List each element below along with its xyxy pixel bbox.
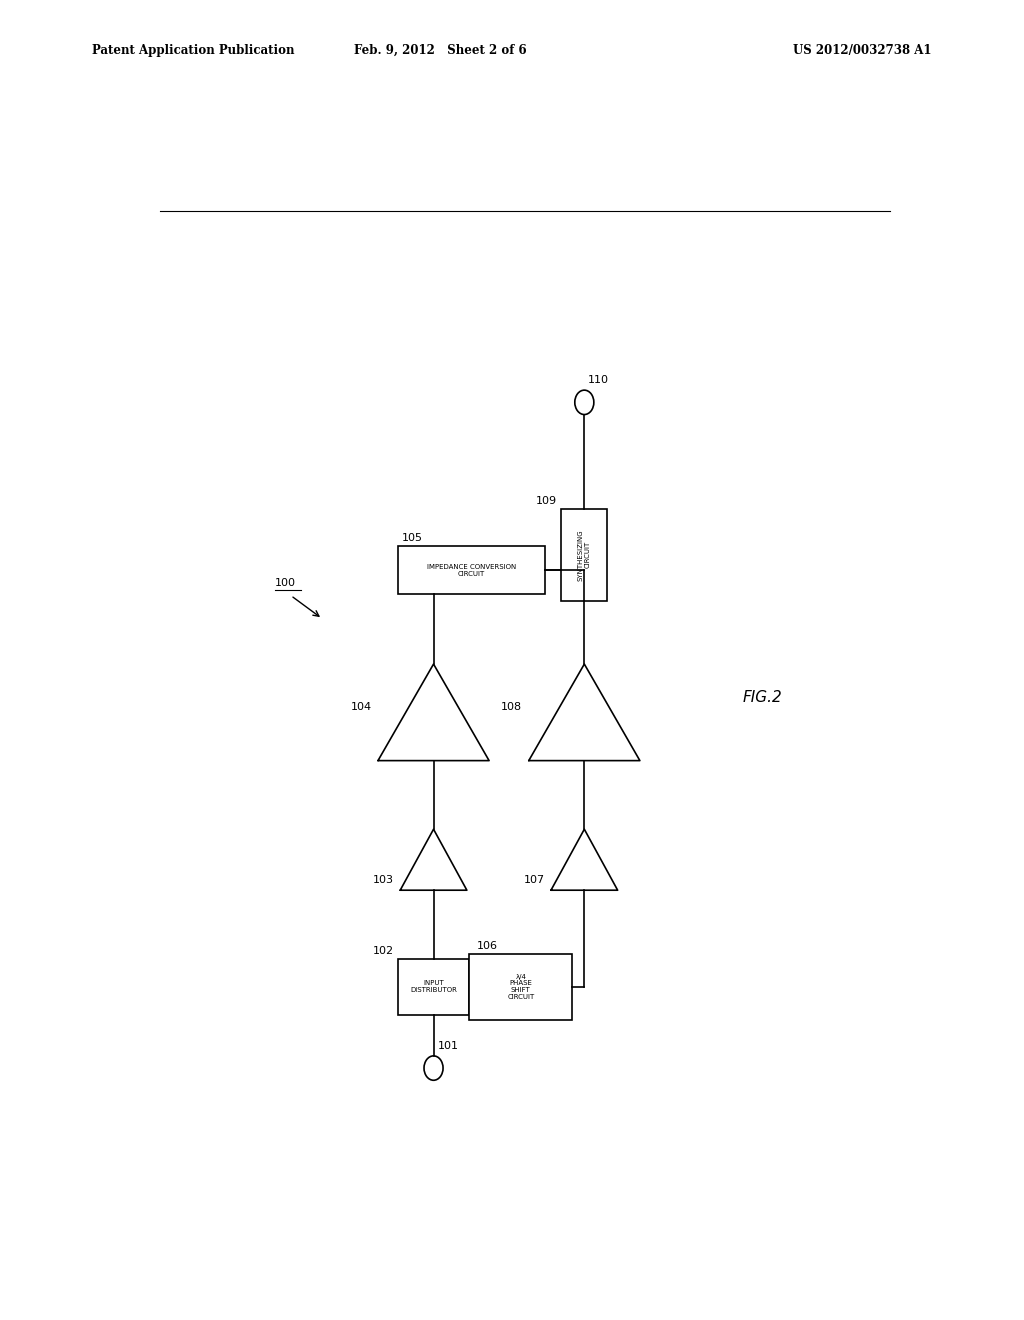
Text: 102: 102 [373,945,394,956]
Bar [469,954,572,1020]
Text: Patent Application Publication: Patent Application Publication [92,44,295,57]
Text: 107: 107 [523,875,545,886]
Bar [561,510,607,601]
Text: US 2012/0032738 A1: US 2012/0032738 A1 [794,44,932,57]
Text: 101: 101 [437,1040,459,1051]
Text: 109: 109 [537,496,557,506]
Bar [397,958,469,1015]
Text: 100: 100 [274,578,296,589]
Text: 105: 105 [401,532,423,543]
Text: 110: 110 [588,375,609,385]
Text: 108: 108 [502,702,522,713]
Text: Feb. 9, 2012   Sheet 2 of 6: Feb. 9, 2012 Sheet 2 of 6 [354,44,526,57]
Text: 104: 104 [350,702,372,713]
Text: 106: 106 [477,941,499,950]
Text: λ/4
PHASE
SHIFT
CIRCUIT: λ/4 PHASE SHIFT CIRCUIT [507,974,535,999]
Bar [397,545,545,594]
Text: SYNTHESIZING
CIRCUIT: SYNTHESIZING CIRCUIT [578,529,591,581]
Text: 103: 103 [373,875,394,886]
Text: FIG.2: FIG.2 [743,689,782,705]
Text: INPUT
DISTRIBUTOR: INPUT DISTRIBUTOR [410,981,457,993]
Text: IMPEDANCE CONVERSION
CIRCUIT: IMPEDANCE CONVERSION CIRCUIT [427,564,516,577]
